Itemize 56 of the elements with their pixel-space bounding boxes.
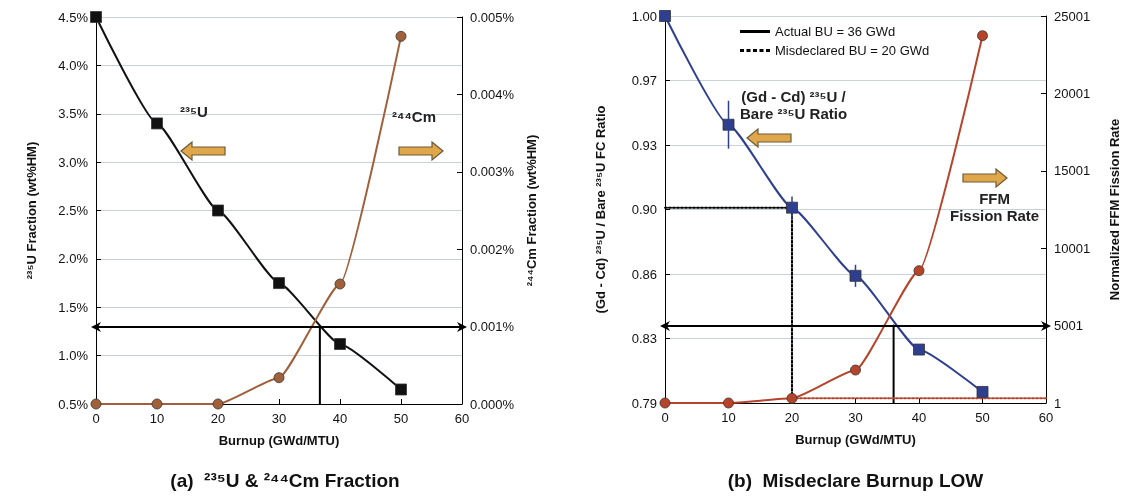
y-tick-label: 4.0% <box>58 57 89 73</box>
y-tick-label: 0.90 <box>631 202 657 217</box>
text: (b) Misdeclare Burnup LOW <box>727 470 984 491</box>
x-tick-label: 30 <box>271 411 287 426</box>
y2-tick-label: 10001 <box>1054 240 1091 256</box>
y-tick-label: 0.79 <box>631 395 657 411</box>
y2-tick-label: 0.005% <box>470 9 515 25</box>
y-axis-title: ²³⁵U Fraction (wt%HM) <box>24 141 39 280</box>
x-tick-label: 60 <box>454 411 470 426</box>
text: (a) ²³⁵U & ²⁴⁴Cm Fraction <box>170 470 400 491</box>
y-tick-label: 3.5% <box>58 106 89 122</box>
x-tick-label: 60 <box>1038 410 1054 425</box>
x-tick-label: 10 <box>721 410 736 425</box>
annotation: ²³⁵U <box>180 103 208 121</box>
y2-tick-label: 0.003% <box>470 164 515 180</box>
legend-label: Actual BU = 36 GWd <box>775 24 896 39</box>
annotation: ²⁴⁴Cm <box>392 108 437 126</box>
x-axis-title: Burnup (GWd/MTU) <box>218 433 340 448</box>
y-tick-label: 0.97 <box>631 73 657 88</box>
y2-tick-label: 1 <box>1054 395 1062 411</box>
y-axis-title: (Gd - Cd) ²³⁵U / Bare ²³⁵U FC Ratio <box>593 105 608 314</box>
x-tick-label: 40 <box>332 411 348 426</box>
y-tick-label: 0.86 <box>631 266 657 282</box>
y-tick-label: 1.0% <box>58 348 89 364</box>
y2-tick-label: 0.000% <box>470 396 515 412</box>
y-tick-label: 4.5% <box>58 9 89 25</box>
y-tick-label: 3.0% <box>58 154 89 170</box>
x-tick-label: 20 <box>784 410 800 425</box>
x-tick-label: 30 <box>848 410 863 425</box>
x-axis-title: Burnup (GWd/MTU) <box>795 432 916 447</box>
y2-tick-label: 0.002% <box>470 241 515 257</box>
legend-label: Misdeclared BU = 20 GWd <box>775 43 930 58</box>
y-tick-label: 1.5% <box>58 299 89 315</box>
x-tick-label: 10 <box>149 411 165 426</box>
y2-axis-title: Normalized FFM Fission Rate <box>1107 118 1122 301</box>
y2-tick-label: 0.001% <box>470 319 515 335</box>
y-tick-label: 2.5% <box>58 203 89 218</box>
y2-tick-label: 15001 <box>1054 163 1091 179</box>
x-tick-label: 50 <box>393 411 409 426</box>
y-tick-label: 1.00 <box>631 8 657 24</box>
annotation: FFM Fission Rate <box>950 190 1040 225</box>
y-tick-label: 0.93 <box>631 137 657 153</box>
y-tick-label: 0.5% <box>58 396 89 412</box>
annotation: (Gd - Cd) ²³⁵U / Bare ²³⁵U Ratio <box>740 88 848 123</box>
y-tick-label: 0.83 <box>631 331 657 346</box>
x-tick-label: 20 <box>210 411 226 426</box>
x-tick-label: 0 <box>661 410 669 425</box>
y2-tick-label: 25001 <box>1054 8 1091 24</box>
x-tick-label: 50 <box>975 410 990 425</box>
y-tick-label: 2.0% <box>58 251 89 267</box>
y2-axis-title: ²⁴⁴Cm Fraction (wt%HM) <box>523 134 539 287</box>
y2-tick-label: 20001 <box>1054 85 1091 101</box>
x-tick-label: 40 <box>911 410 927 425</box>
x-tick-label: 0 <box>92 411 100 426</box>
y2-tick-label: 0.004% <box>470 86 515 102</box>
y2-tick-label: 5001 <box>1054 318 1083 334</box>
